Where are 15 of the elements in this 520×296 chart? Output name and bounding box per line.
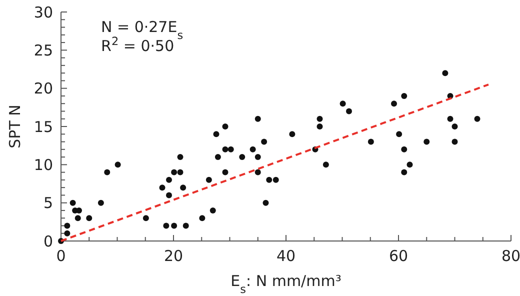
y-tick-label: 30	[34, 3, 53, 22]
x-tick-label: 80	[501, 247, 520, 265]
y-tick-label: 10	[34, 156, 53, 174]
x-axis-title: E$_{s}$: N mm/mm³	[230, 272, 342, 296]
annotation: R$^{2}$ = 0·50	[101, 34, 174, 55]
y-tick-label: 25	[34, 41, 53, 60]
y-tick-label: 0	[43, 232, 53, 250]
y-tick-label: 5	[43, 194, 53, 212]
x-tick-label: 0	[56, 247, 66, 265]
x-tick-label: 60	[388, 247, 408, 265]
x-tick-label: 40	[276, 247, 296, 265]
y-tick-label: 20	[34, 80, 53, 98]
x-tick-label: 20	[164, 247, 184, 265]
y-tick-label: 15	[34, 118, 53, 136]
y-axis-title: SPT N	[6, 104, 24, 148]
